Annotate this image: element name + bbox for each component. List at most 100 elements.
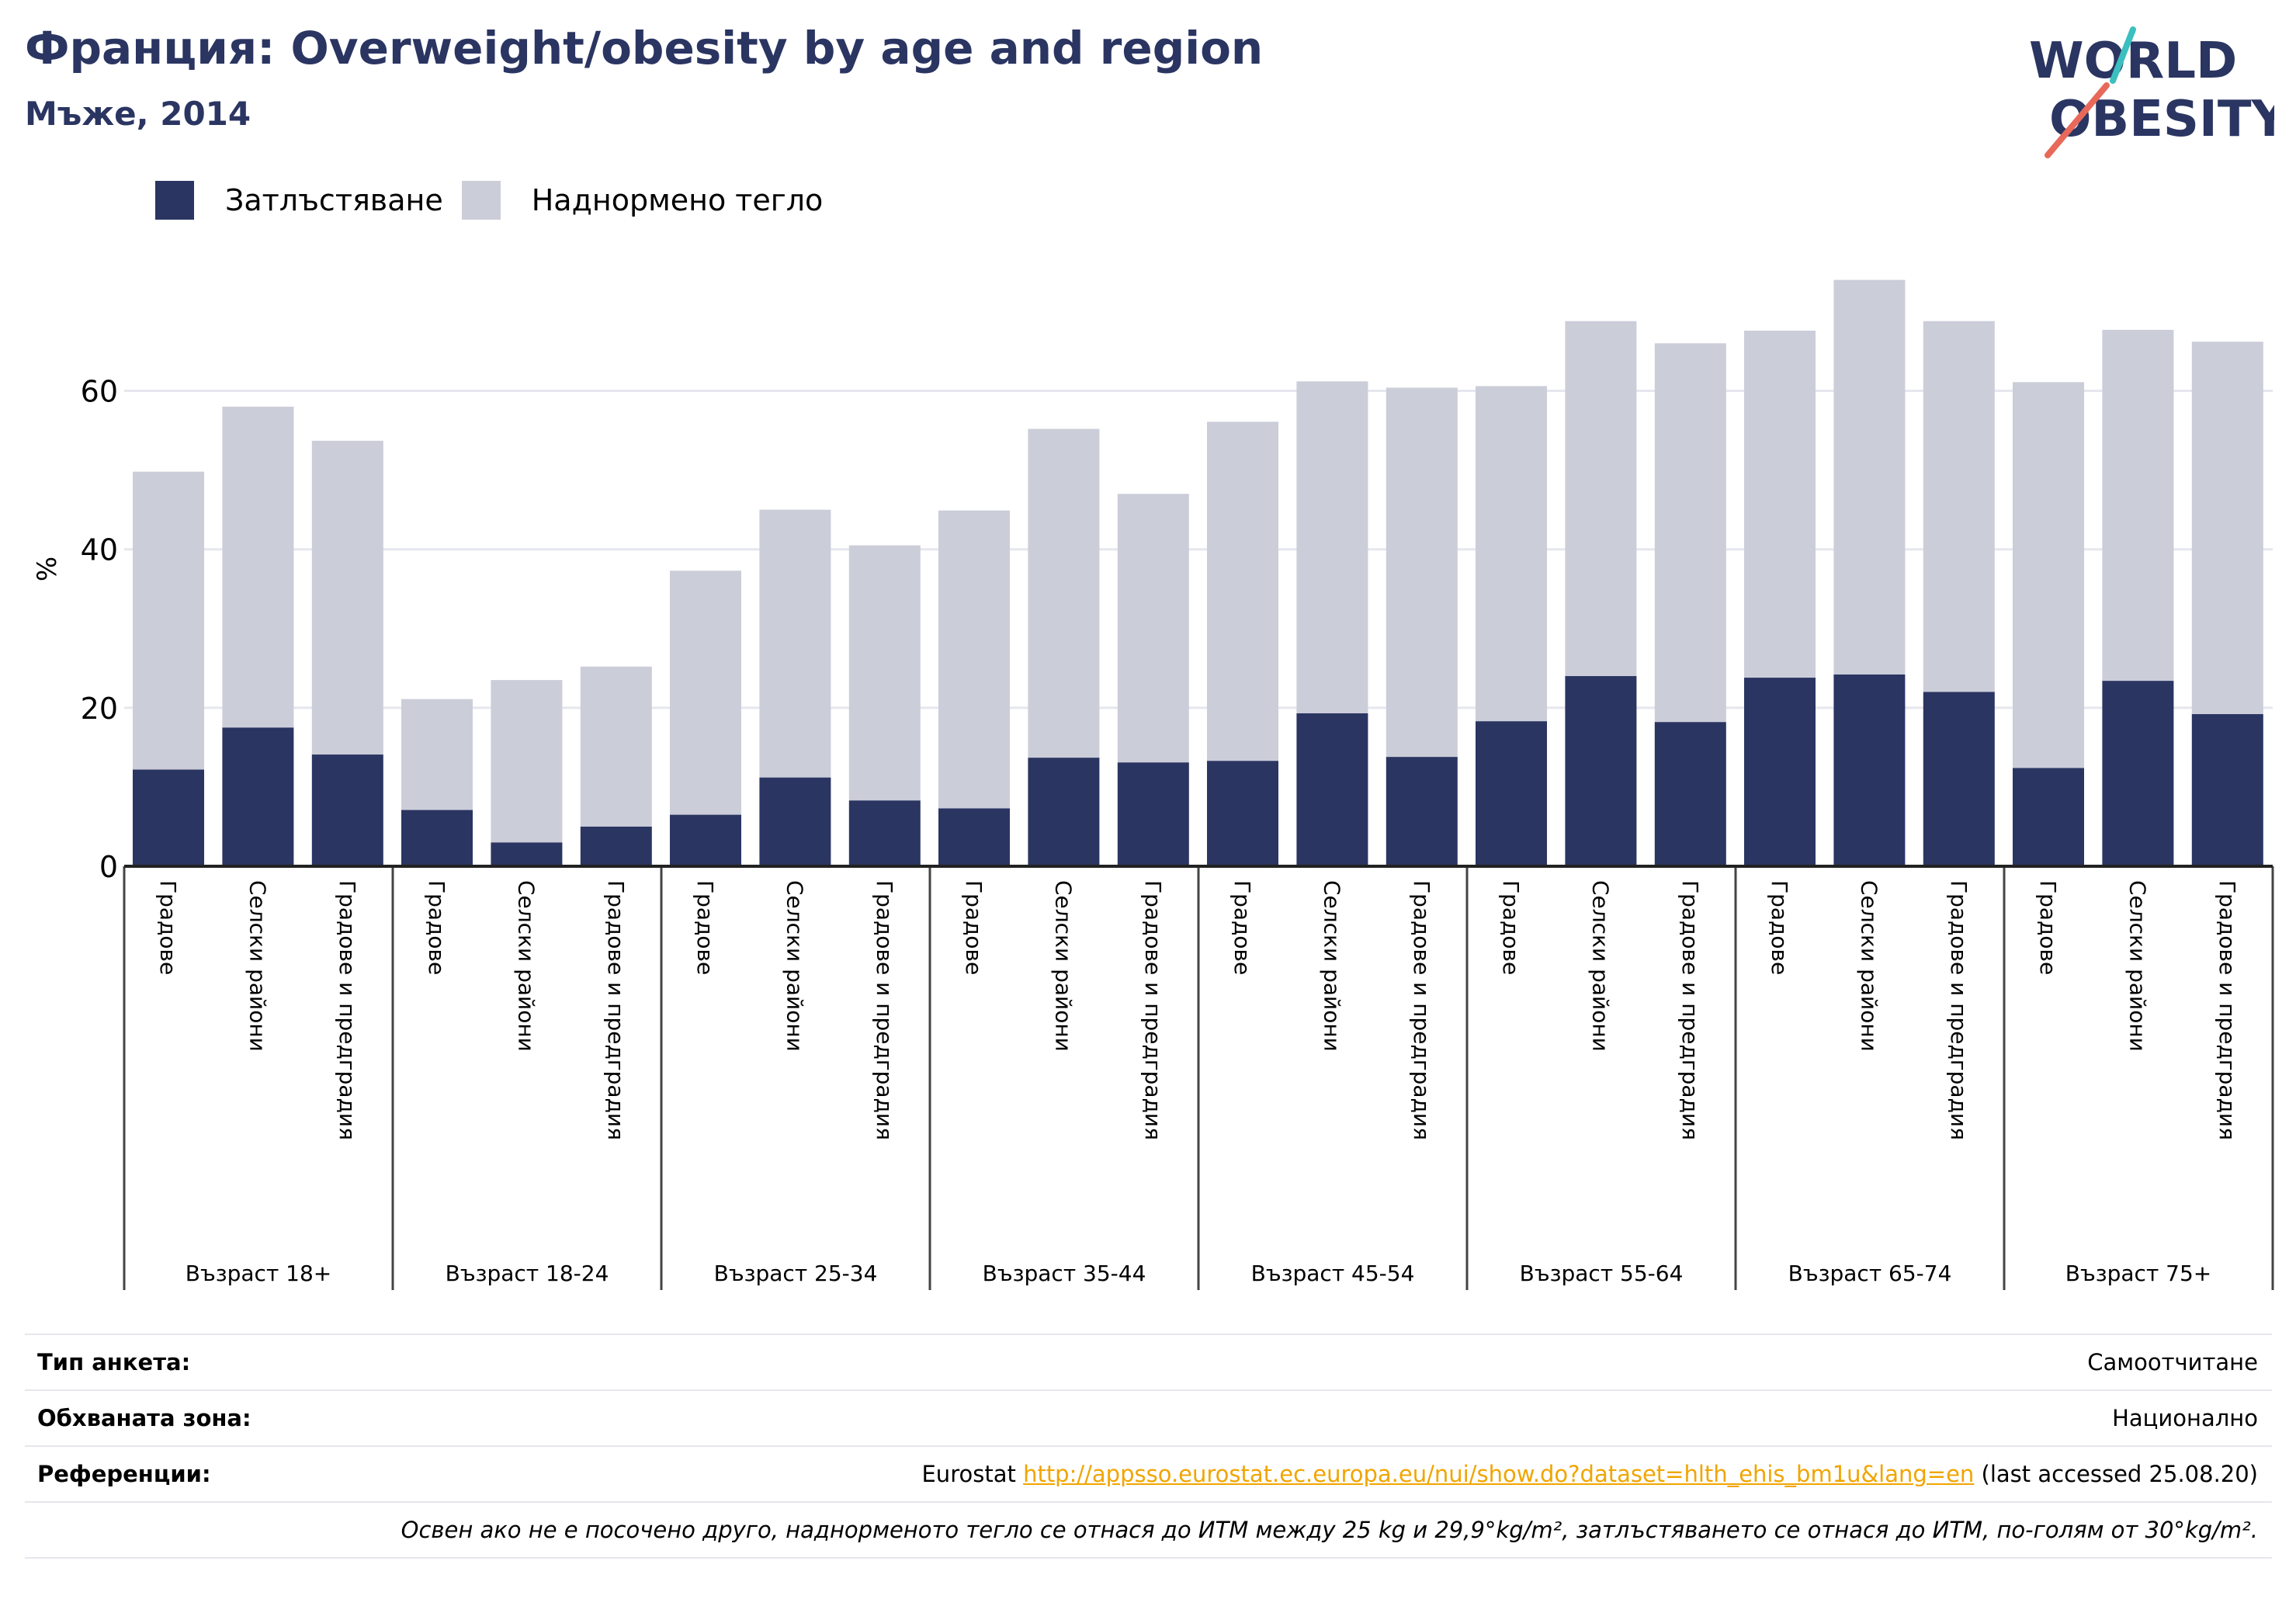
x-category-label: Селски райони bbox=[2124, 880, 2150, 1052]
x-category-label: Селски райони bbox=[1050, 880, 1076, 1052]
bar-overweight bbox=[311, 440, 383, 755]
x-category-label: Градове bbox=[1767, 880, 1792, 975]
legend-label-obesity: Затлъстяване bbox=[225, 183, 443, 217]
bar-overweight bbox=[1476, 386, 1547, 722]
x-group-label: Възраст 45-54 bbox=[1251, 1261, 1415, 1286]
x-category-label: Селски райони bbox=[245, 880, 270, 1052]
bar-obesity bbox=[848, 800, 921, 866]
bar-obesity bbox=[1207, 761, 1278, 866]
bar-overweight bbox=[1117, 494, 1189, 763]
x-category-label: Селски райони bbox=[1587, 880, 1613, 1052]
x-group-label: Възраст 18+ bbox=[186, 1261, 332, 1286]
bar-overweight bbox=[1744, 330, 1816, 678]
bar-obesity bbox=[133, 769, 204, 866]
stacked-bar-chart: 0 20 40 60% Градове Селски райони Градове и пр… bbox=[32, 279, 2274, 1290]
bar-obesity bbox=[222, 727, 294, 866]
bar-overweight bbox=[1654, 343, 1726, 723]
y-tick-label: 20 bbox=[81, 692, 118, 726]
bar-obesity bbox=[1386, 757, 1458, 866]
x-category-label: Градове и предградия bbox=[603, 880, 629, 1140]
bar-obesity bbox=[1117, 762, 1189, 866]
x-category-label: Градове bbox=[1230, 880, 1255, 975]
x-group-label: Възраст 25-34 bbox=[714, 1261, 878, 1286]
x-category-label: Градове и предградия bbox=[2214, 880, 2240, 1140]
bar-overweight bbox=[491, 680, 563, 843]
legend-item-obesity[interactable]: Затлъстяване bbox=[155, 181, 443, 220]
y-tick-label: 40 bbox=[81, 533, 118, 567]
bar-overweight bbox=[1833, 279, 1906, 675]
bar-overweight bbox=[1296, 381, 1368, 713]
chart-title: Франция: Overweight/obesity by age and r… bbox=[25, 22, 1264, 75]
bar-obesity bbox=[1744, 678, 1816, 866]
x-category-label: Градове bbox=[2035, 880, 2061, 975]
legend-item-overweight[interactable]: Наднормено тегло bbox=[461, 181, 824, 220]
x-category-label: Градове и предградия bbox=[1677, 880, 1703, 1140]
bar-obesity bbox=[670, 814, 741, 866]
coverage-area-label: Обхваната зона: bbox=[37, 1405, 251, 1431]
bar-overweight bbox=[2102, 329, 2174, 682]
logo-slash-coral bbox=[2045, 82, 2110, 158]
x-category-label: Градове bbox=[961, 880, 987, 975]
bar-obesity bbox=[311, 754, 383, 866]
bar-overweight bbox=[938, 510, 1010, 809]
info-footer: Тип анкета: Самоотчитане Обхваната зона:… bbox=[25, 1334, 2272, 1559]
y-tick-label: 60 bbox=[81, 375, 118, 409]
bar-obesity bbox=[1654, 722, 1726, 866]
x-group-label: Възраст 55-64 bbox=[1520, 1261, 1684, 1286]
bar-obesity bbox=[1476, 721, 1547, 866]
bar-overweight bbox=[670, 571, 741, 815]
x-category-label: Градове bbox=[424, 880, 449, 975]
bar-overweight bbox=[759, 509, 831, 778]
bar-obesity bbox=[1296, 713, 1368, 866]
bar-obesity bbox=[580, 826, 652, 866]
logo-line2: OBESITY bbox=[2049, 91, 2274, 148]
footer-row-area: Обхваната зона: Национално bbox=[25, 1389, 2272, 1445]
x-group-label: Възраст 65-74 bbox=[1788, 1261, 1952, 1286]
bar-overweight bbox=[2191, 342, 2263, 715]
x-category-label: Градове и предградия bbox=[872, 880, 897, 1140]
bar-obesity bbox=[491, 842, 563, 866]
logo-line1: WORLD bbox=[2029, 33, 2237, 90]
bar-overweight bbox=[1386, 387, 1458, 758]
bar-obesity bbox=[401, 810, 473, 866]
legend-swatch-obesity bbox=[155, 181, 194, 220]
x-group-label: Възраст 35-44 bbox=[983, 1261, 1146, 1286]
footer-row-references: Референции: Eurostat http://appsso.euros… bbox=[25, 1445, 2272, 1501]
y-tick-label: 0 bbox=[99, 850, 118, 884]
bar-overweight bbox=[222, 406, 294, 728]
bar-obesity bbox=[1923, 692, 1995, 866]
references-label: Референции: bbox=[37, 1461, 211, 1487]
x-category-label: Градове bbox=[692, 880, 718, 975]
bar-overweight bbox=[1565, 321, 1637, 677]
bar-overweight bbox=[2013, 382, 2084, 768]
bar-overweight bbox=[401, 699, 473, 810]
legend-label-overweight: Наднормено тегло bbox=[531, 183, 824, 217]
x-category-label: Градове и предградия bbox=[1140, 880, 1166, 1140]
footer-row-survey: Тип анкета: Самоотчитане bbox=[25, 1334, 2272, 1389]
x-category-label: Селски райони bbox=[1856, 880, 1882, 1052]
bar-obesity bbox=[759, 777, 831, 866]
x-category-label: Селски райони bbox=[1319, 880, 1344, 1052]
reference-link[interactable]: http://appsso.eurostat.ec.europa.eu/nui/… bbox=[1023, 1461, 1975, 1487]
bar-obesity bbox=[1028, 758, 1100, 866]
legend: Затлъстяване Наднормено тегло bbox=[155, 179, 841, 222]
bar-obesity bbox=[2191, 714, 2263, 866]
reference-source: Eurostat bbox=[921, 1461, 1016, 1487]
bar-overweight bbox=[580, 666, 652, 827]
bar-overweight bbox=[1923, 321, 1995, 692]
x-category-label: Градове bbox=[155, 880, 181, 975]
x-group-label: Възраст 75+ bbox=[2065, 1261, 2212, 1286]
survey-type-label: Тип анкета: bbox=[37, 1349, 191, 1375]
logo-slash-teal bbox=[2110, 26, 2136, 84]
bar-obesity bbox=[1833, 674, 1906, 866]
y-axis-label: % bbox=[32, 557, 63, 581]
bar-overweight bbox=[1028, 428, 1100, 758]
chart-subtitle: Мъже, 2014 bbox=[25, 95, 251, 133]
x-group-label: Възраст 18-24 bbox=[446, 1261, 609, 1286]
bar-overweight bbox=[133, 471, 204, 770]
definition-note: Освен ако не е посочено друго, наднормен… bbox=[401, 1517, 2258, 1543]
reference-accessed: (last accessed 25.08.20) bbox=[1981, 1461, 2258, 1487]
bar-overweight bbox=[848, 545, 921, 801]
coverage-area-value: Национално bbox=[2112, 1405, 2258, 1431]
footer-row-note: Освен ако не е посочено друго, наднормен… bbox=[25, 1501, 2272, 1559]
